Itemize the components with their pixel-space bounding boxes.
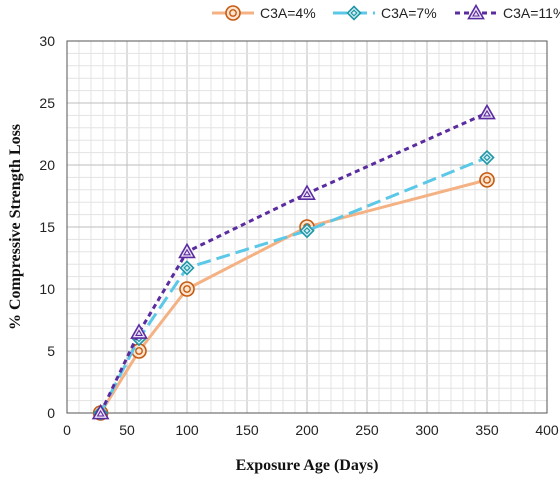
data-point-marker-inner: [483, 175, 491, 184]
data-point-marker-inner: [350, 9, 358, 17]
series-3: [91, 103, 496, 420]
y-tick-label: 30: [39, 33, 55, 49]
data-point-marker: [179, 260, 195, 276]
legend: C3A=4% C3A=7% C3A=11%: [212, 3, 560, 21]
y-tick-label: 5: [47, 343, 55, 359]
data-point-marker-inner: [483, 153, 491, 162]
x-tick-label: 100: [175, 422, 199, 438]
data-point-marker-inner: [483, 109, 491, 117]
grid: [66, 40, 548, 414]
data-point-marker-inner: [229, 9, 237, 17]
y-axis-title: % Compressive Strength Loss: [7, 124, 24, 330]
x-tick-label: 50: [119, 422, 135, 438]
data-point-marker-inner: [183, 264, 191, 272]
legend-entry: C3A=7%: [333, 5, 437, 21]
y-tick-label: 10: [39, 281, 55, 297]
data-point-marker-inner: [303, 227, 311, 235]
axes: 0 50 100 150 200 250 300 350 400 0 5 10 15 20 25 30: [39, 33, 558, 438]
y-tick-label: 20: [39, 157, 55, 173]
x-axis-title: Exposure Age (Days): [236, 457, 379, 474]
x-tick-label: 250: [355, 422, 379, 438]
data-point-marker: [479, 172, 495, 188]
series-2: [92, 149, 495, 421]
data-point-marker-inner: [96, 409, 105, 417]
legend-entry: C3A=4%: [212, 5, 316, 21]
y-tick-label: 15: [39, 219, 55, 235]
data-point-marker: [479, 149, 495, 166]
data-point-marker-inner: [472, 9, 480, 17]
series-1: [92, 172, 495, 421]
x-tick-label: 300: [415, 422, 439, 438]
x-tick-label: 350: [475, 422, 499, 438]
plot-area-border: [66, 40, 548, 414]
data-point-marker: [225, 5, 241, 21]
data-point-marker-inner: [135, 329, 143, 336]
x-tick-label: 150: [235, 422, 259, 438]
legend-label: C3A=4%: [260, 5, 316, 21]
data-point-marker: [179, 281, 195, 297]
x-tick-label: 400: [535, 422, 559, 438]
legend-label: C3A=7%: [381, 5, 437, 21]
legend-label: C3A=11%: [503, 5, 560, 21]
data-point-marker: [346, 5, 362, 21]
data-point-marker: [299, 223, 315, 239]
x-tick-label: 200: [295, 422, 319, 438]
data-point-marker-inner: [183, 285, 191, 293]
series-lines: [91, 103, 496, 421]
data-point-marker-inner: [183, 248, 191, 256]
series-line: [99, 111, 488, 414]
legend-entry: C3A=11%: [455, 3, 560, 21]
x-tick-label: 0: [63, 422, 71, 438]
data-point-marker-inner: [135, 347, 143, 355]
y-tick-label: 25: [39, 95, 55, 111]
data-point-marker-inner: [303, 190, 311, 198]
y-tick-label: 0: [47, 405, 55, 421]
